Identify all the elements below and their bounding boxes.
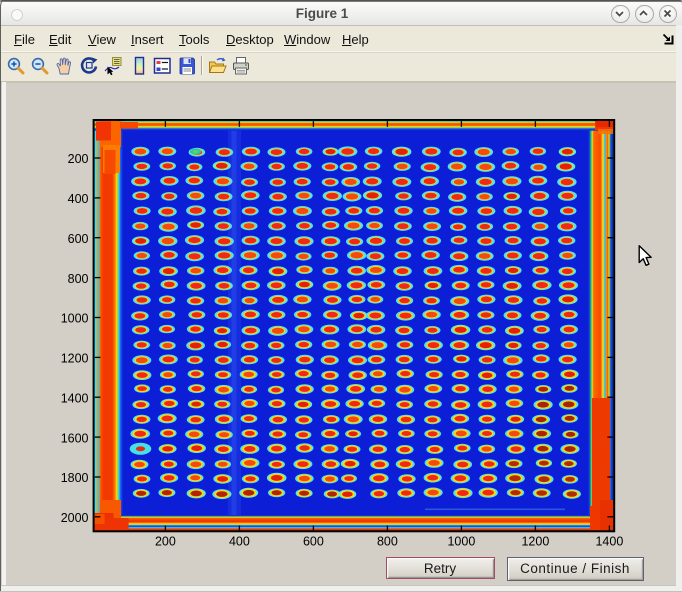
svg-text:1000: 1000 xyxy=(61,312,89,326)
svg-text:400: 400 xyxy=(229,535,250,549)
svg-text:1200: 1200 xyxy=(61,352,89,366)
svg-text:1400: 1400 xyxy=(595,535,623,549)
svg-text:1000: 1000 xyxy=(447,535,475,549)
svg-text:800: 800 xyxy=(377,535,398,549)
svg-text:1200: 1200 xyxy=(521,535,549,549)
svg-text:600: 600 xyxy=(303,535,324,549)
svg-text:1800: 1800 xyxy=(61,471,89,485)
svg-text:1600: 1600 xyxy=(61,431,89,445)
svg-text:200: 200 xyxy=(155,535,176,549)
svg-text:1400: 1400 xyxy=(61,391,89,405)
svg-text:2000: 2000 xyxy=(61,511,89,525)
svg-text:800: 800 xyxy=(68,272,89,286)
svg-text:400: 400 xyxy=(68,192,89,206)
svg-text:200: 200 xyxy=(68,152,89,166)
svg-text:600: 600 xyxy=(68,232,89,246)
